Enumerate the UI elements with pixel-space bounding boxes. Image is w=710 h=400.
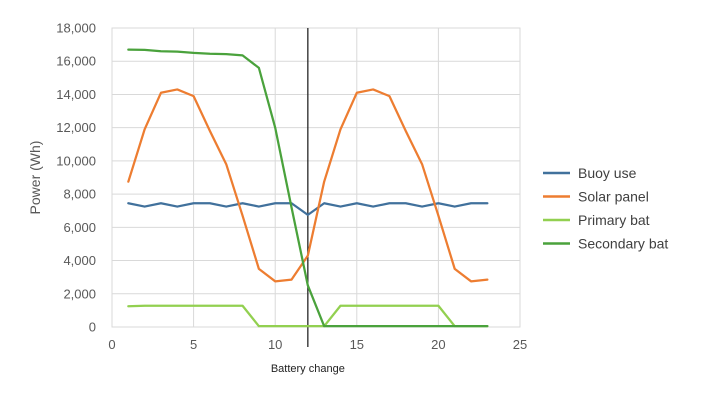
x-tick-label: 10 — [268, 337, 282, 352]
axes: 0 2,000 4,000 6,000 8,000 10,000 12,000 14,000 1… — [27, 21, 527, 353]
x-tick-label: 15 — [350, 337, 364, 352]
y-tick-label: 0 — [89, 320, 96, 335]
gridlines — [111, 27, 521, 328]
series-lines — [127, 48, 489, 328]
legend-label: Buoy use — [578, 165, 637, 181]
legend: Buoy use Solar panel Primary bat Secondary … — [543, 165, 668, 252]
legend-label: Primary bat — [578, 212, 650, 228]
series-line-solar-panel — [127, 88, 489, 283]
legend-label: Solar panel — [578, 189, 649, 205]
y-tick-label: 8,000 — [63, 187, 96, 202]
y-tick-label: 14,000 — [56, 87, 96, 102]
y-tick-label: 6,000 — [63, 220, 96, 235]
series-line-primary-bat — [127, 304, 489, 328]
battery-change-label: Battery change — [271, 363, 345, 375]
x-tick-label: 0 — [108, 337, 115, 352]
y-tick-label: 16,000 — [56, 54, 96, 69]
y-tick-label: 18,000 — [56, 21, 96, 36]
y-tick-label: 10,000 — [56, 153, 96, 168]
x-tick-label: 5 — [190, 337, 197, 352]
annotations: Battery change — [271, 28, 345, 375]
y-tick-label: 2,000 — [63, 286, 96, 301]
y-tick-label: 12,000 — [56, 120, 96, 135]
x-tick-label: 25 — [513, 337, 527, 352]
series-line-secondary-bat — [127, 48, 489, 328]
x-tick-label: 20 — [431, 337, 445, 352]
y-axis-title: Power (Wh) — [27, 141, 43, 215]
legend-label: Secondary bat — [578, 236, 668, 252]
series-line-buoy-use — [127, 202, 489, 217]
y-tick-label: 4,000 — [63, 253, 96, 268]
plot-area-border — [111, 27, 521, 328]
